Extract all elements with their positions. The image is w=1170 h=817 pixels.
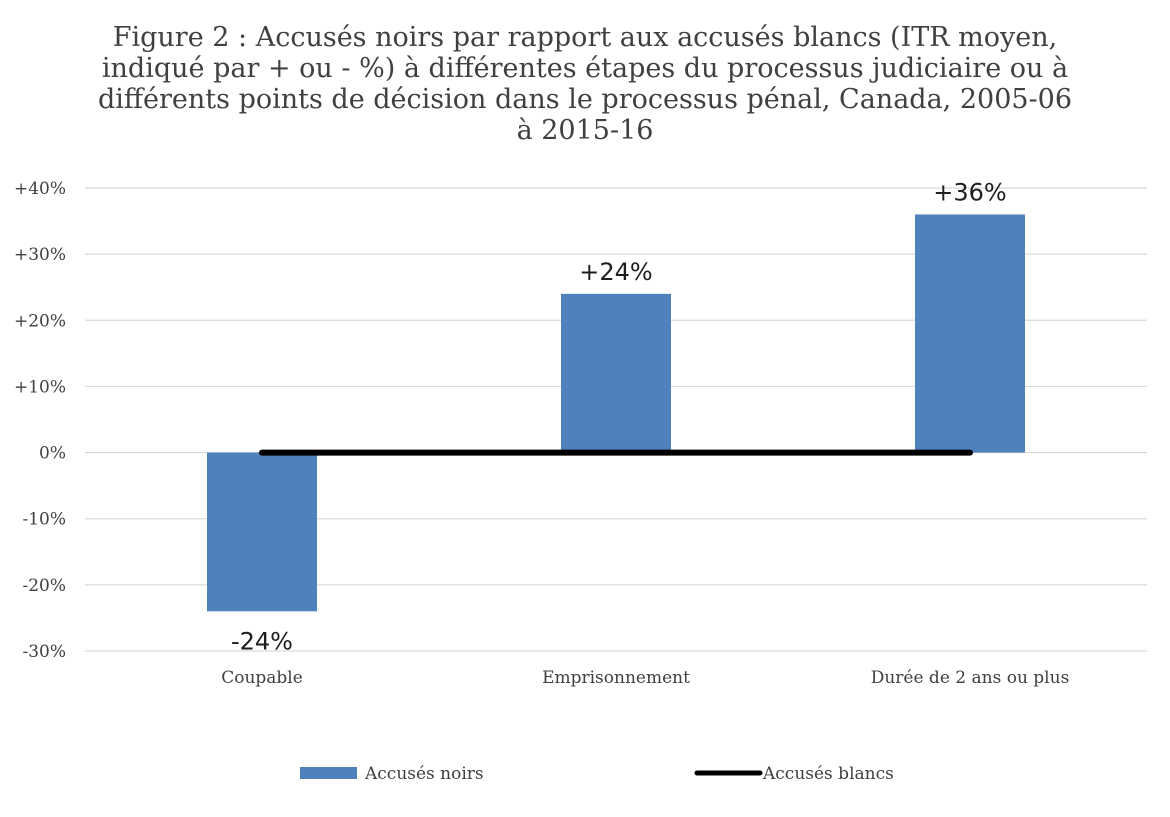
data-label: +24% bbox=[579, 258, 652, 286]
x-category-label: Coupable bbox=[221, 668, 303, 688]
legend-swatch-bar bbox=[300, 767, 357, 779]
chart-title-line: indiqué par + ou - %) à différentes étap… bbox=[102, 53, 1068, 84]
bar bbox=[207, 452, 317, 612]
y-tick-label: +20% bbox=[14, 311, 66, 331]
data-label: +36% bbox=[933, 178, 1006, 206]
x-category-label: Durée de 2 ans ou plus bbox=[871, 668, 1070, 688]
bar bbox=[915, 214, 1025, 453]
chart-title: Figure 2 : Accusés noirs par rapport aux… bbox=[98, 22, 1072, 146]
y-tick-label: -30% bbox=[22, 642, 66, 662]
chart-title-line: différents points de décision dans le pr… bbox=[98, 84, 1072, 115]
legend: Accusés noirs Accusés blancs bbox=[300, 764, 894, 784]
bar-series bbox=[207, 214, 1025, 612]
y-tick-label: -20% bbox=[22, 576, 66, 596]
data-label: -24% bbox=[231, 627, 293, 655]
y-tick-label: +40% bbox=[14, 179, 66, 199]
chart-title-line: Figure 2 : Accusés noirs par rapport aux… bbox=[113, 22, 1057, 53]
data-labels: -24% +24% +36% bbox=[231, 178, 1007, 655]
y-tick-label: 0% bbox=[39, 444, 66, 464]
y-tick-label: +30% bbox=[14, 245, 66, 265]
legend-label: Accusés blancs bbox=[762, 764, 894, 784]
bar bbox=[561, 293, 671, 453]
y-axis-tick-labels: +40% +30% +20% +10% 0% -10% -20% -30% bbox=[14, 179, 66, 662]
x-axis-category-labels: Coupable Emprisonnement Durée de 2 ans ou … bbox=[221, 668, 1069, 688]
y-tick-label: +10% bbox=[14, 377, 66, 397]
chart-title-line: à 2015-16 bbox=[517, 115, 654, 146]
x-category-label: Emprisonnement bbox=[542, 668, 690, 688]
legend-label: Accusés noirs bbox=[364, 764, 484, 784]
y-tick-label: -10% bbox=[22, 510, 66, 530]
